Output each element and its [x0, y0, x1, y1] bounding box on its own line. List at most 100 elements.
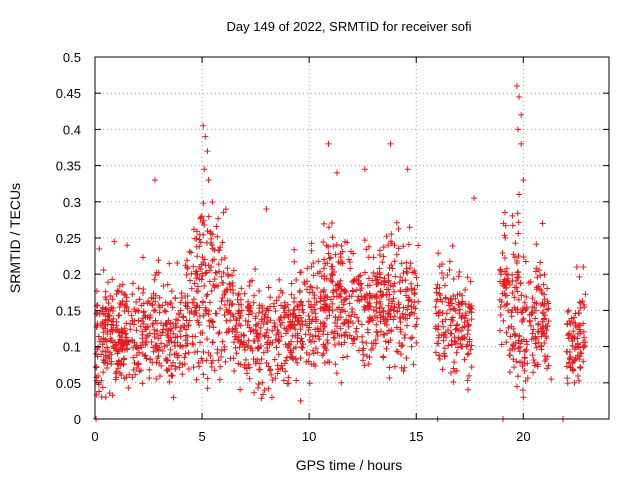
- data-point: [269, 327, 276, 334]
- data-point: [514, 210, 521, 217]
- data-point: [393, 251, 400, 258]
- data-point: [380, 354, 387, 361]
- data-point: [383, 291, 390, 298]
- y-tick-label: 0.05: [56, 376, 81, 391]
- data-point: [446, 258, 453, 265]
- data-point: [166, 378, 173, 385]
- data-point: [432, 304, 439, 311]
- data-point: [292, 332, 299, 339]
- data-point: [293, 377, 300, 384]
- data-point: [221, 311, 228, 318]
- data-point: [170, 320, 177, 327]
- data-point: [193, 288, 200, 295]
- data-point: [564, 308, 571, 315]
- data-point: [447, 306, 454, 313]
- data-point: [285, 374, 292, 381]
- data-point: [142, 314, 149, 321]
- data-point: [129, 374, 136, 381]
- data-point: [206, 299, 213, 306]
- data-point: [183, 271, 190, 278]
- data-point: [329, 278, 336, 285]
- data-point: [103, 365, 110, 372]
- data-point: [166, 338, 173, 345]
- data-point: [258, 316, 265, 323]
- data-point: [266, 367, 273, 374]
- data-point: [308, 361, 315, 368]
- data-point: [273, 344, 280, 351]
- data-point: [388, 240, 395, 247]
- data-point: [404, 306, 411, 313]
- data-point: [307, 283, 314, 290]
- data-point: [514, 373, 521, 380]
- data-point: [353, 325, 360, 332]
- data-point: [315, 258, 322, 265]
- data-point: [363, 246, 370, 253]
- data-point: [301, 279, 308, 286]
- data-point: [272, 308, 279, 315]
- data-point: [404, 166, 411, 173]
- data-point: [530, 326, 537, 333]
- data-point: [233, 350, 240, 357]
- data-point: [308, 263, 315, 270]
- data-point: [329, 300, 336, 307]
- data-point: [206, 323, 213, 330]
- data-point: [277, 302, 284, 309]
- data-point: [541, 339, 548, 346]
- data-point: [283, 354, 290, 361]
- data-point: [503, 265, 510, 272]
- data-point: [179, 322, 186, 329]
- data-point: [215, 357, 222, 364]
- data-point: [235, 334, 242, 341]
- data-point: [575, 377, 582, 384]
- data-point: [462, 312, 469, 319]
- data-point: [521, 299, 528, 306]
- data-point: [93, 364, 100, 371]
- data-point: [184, 305, 191, 312]
- data-point: [519, 309, 526, 316]
- data-point: [182, 293, 189, 300]
- data-point: [199, 298, 206, 305]
- data-point: [307, 303, 314, 310]
- data-point: [465, 301, 472, 308]
- data-point: [191, 349, 198, 356]
- data-point: [237, 340, 244, 347]
- data-point: [565, 335, 572, 342]
- data-point: [246, 282, 253, 289]
- data-point: [524, 360, 531, 367]
- data-point: [540, 310, 547, 317]
- data-point: [324, 260, 331, 267]
- data-point: [502, 292, 509, 299]
- data-point: [282, 368, 289, 375]
- data-point: [441, 353, 448, 360]
- data-point: [329, 234, 336, 241]
- data-point: [309, 316, 316, 323]
- data-point: [312, 362, 319, 369]
- data-point: [215, 283, 222, 290]
- data-point: [242, 356, 249, 363]
- data-point: [238, 285, 245, 292]
- data-point: [238, 307, 245, 314]
- data-point: [501, 232, 508, 239]
- data-point: [497, 271, 504, 278]
- data-point: [152, 272, 159, 279]
- data-point: [151, 276, 158, 283]
- data-point: [466, 338, 473, 345]
- data-point: [521, 367, 528, 374]
- data-point: [112, 376, 119, 383]
- data-point: [569, 367, 576, 374]
- data-point: [245, 361, 252, 368]
- data-point: [245, 298, 252, 305]
- data-point: [532, 315, 539, 322]
- data-point: [537, 272, 544, 279]
- data-point: [102, 394, 109, 401]
- data-point: [333, 370, 340, 377]
- data-point: [388, 262, 395, 269]
- data-point: [442, 295, 449, 302]
- data-point: [275, 329, 282, 336]
- data-point: [256, 302, 263, 309]
- data-point: [388, 306, 395, 313]
- data-point: [414, 282, 421, 289]
- data-point: [577, 322, 584, 329]
- data-point: [308, 240, 315, 247]
- data-point: [383, 322, 390, 329]
